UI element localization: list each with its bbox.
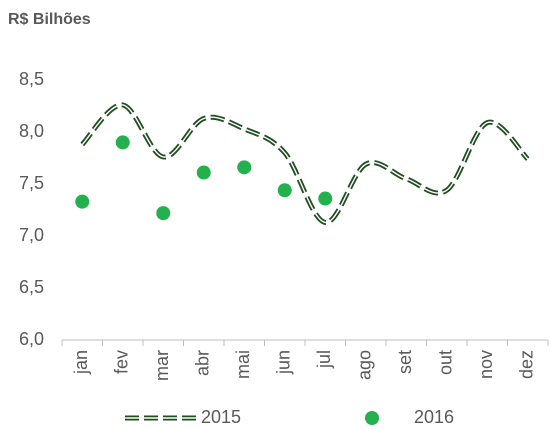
x-tick-label: ago <box>355 350 375 380</box>
x-tick-label: nov <box>476 350 496 379</box>
x-tick-label: abr <box>193 350 213 376</box>
point <box>75 194 90 209</box>
point <box>277 183 292 198</box>
legend-swatch <box>365 411 379 425</box>
y-tick-label: 6,0 <box>19 329 44 349</box>
x-tick-label: set <box>395 350 415 374</box>
chart-title: R$ Bilhões <box>8 11 91 28</box>
point <box>196 165 211 180</box>
y-tick-label: 6,5 <box>19 277 44 297</box>
x-tick-label: jan <box>71 350 91 375</box>
point <box>115 135 130 150</box>
x-tick-label: jul <box>314 350 334 369</box>
line-highlight <box>81 104 529 224</box>
point <box>237 160 252 175</box>
point <box>156 206 171 221</box>
point <box>318 191 333 206</box>
x-tick-label: out <box>436 350 456 375</box>
legend-label: 2016 <box>414 407 454 427</box>
y-tick-label: 8,5 <box>19 69 44 89</box>
legend-label: 2015 <box>201 407 241 427</box>
x-tick-label: mar <box>152 350 172 381</box>
x-tick-label: dez <box>517 350 537 379</box>
x-tick-label: mai <box>233 350 253 379</box>
y-tick-label: 8,0 <box>19 121 44 141</box>
x-tick-label: jun <box>274 350 294 375</box>
x-tick-label: fev <box>112 350 132 374</box>
y-tick-label: 7,0 <box>19 225 44 245</box>
y-tick-label: 7,5 <box>19 173 44 193</box>
line <box>80 102 530 225</box>
